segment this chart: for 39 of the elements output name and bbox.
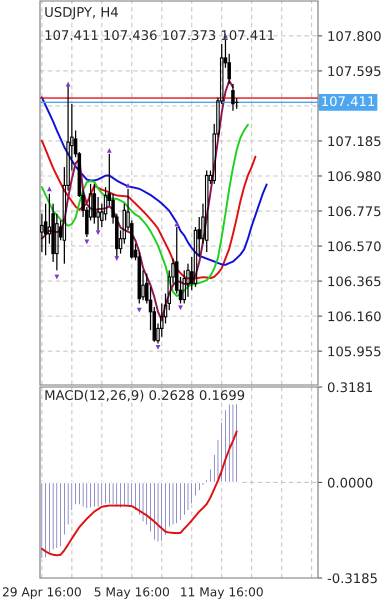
point	[136, 308, 142, 313]
y-tick-label: 107.185	[328, 136, 380, 146]
candlestick	[138, 251, 142, 304]
point	[46, 186, 52, 192]
chart-title: USDJPY, H4	[45, 6, 118, 20]
y-tick-label: 105.955	[328, 346, 380, 356]
point	[54, 274, 60, 280]
y-tick-label: 0.0000	[328, 478, 372, 488]
x-tick-label: 11 May 16:00	[181, 587, 263, 599]
y-tick-label: 107.595	[328, 66, 380, 76]
candlestick	[40, 213, 44, 253]
y-tick-label: 106.570	[328, 241, 381, 252]
x-tick-label: 29 Apr 16:00	[2, 587, 81, 599]
ref-line-label: 107.411	[322, 96, 374, 106]
y-tick-label: 106.365	[328, 276, 380, 286]
y-tick-label: 106.775	[328, 206, 380, 216]
point	[174, 221, 180, 226]
y-tick-label: 0.3181	[328, 382, 372, 392]
x-tick-label: 5 May 16:00	[94, 587, 169, 599]
y-tick-label: -0.3185	[328, 573, 377, 584]
point	[114, 256, 120, 261]
text: 107.411 107.436 107.373 107.411	[46, 30, 274, 40]
chart-title: MACD(12,26,9) 0.2628 0.1699	[45, 390, 244, 402]
point	[66, 82, 71, 86]
point	[156, 344, 160, 350]
point	[96, 230, 100, 236]
y-tick-label: 107.800	[328, 31, 381, 42]
candlestick	[204, 170, 208, 253]
point	[126, 182, 130, 188]
line-series	[40, 430, 238, 556]
y-tick-label: 106.160	[328, 311, 381, 322]
point	[106, 148, 112, 153]
candlestick	[227, 53, 231, 85]
line-series	[40, 96, 268, 266]
candlestick	[92, 183, 96, 224]
point	[84, 240, 90, 244]
candlestick	[55, 213, 59, 271]
y-tick-label: 106.980	[328, 171, 381, 182]
candlestick	[182, 270, 186, 304]
